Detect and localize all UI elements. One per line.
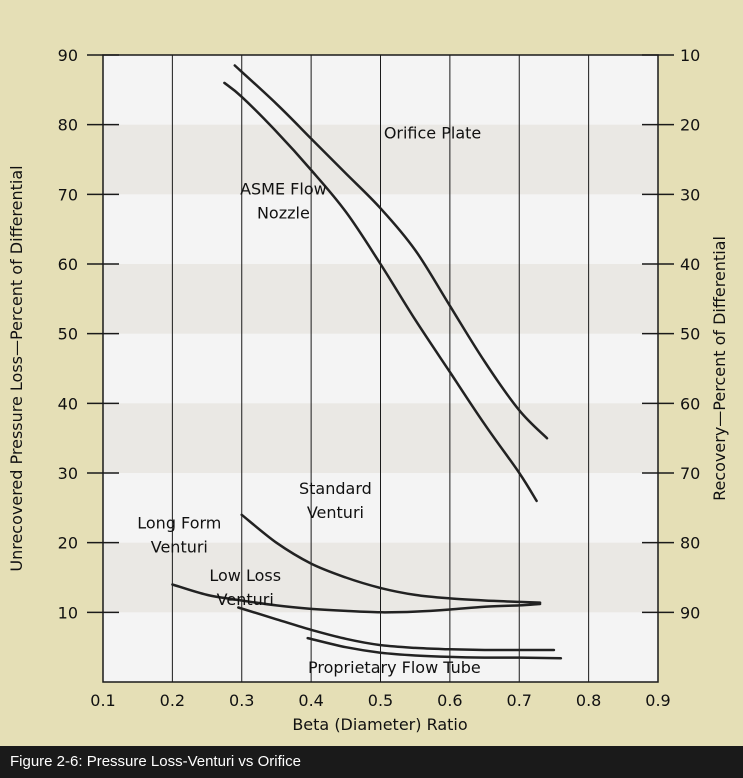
x-tick-label: 0.4 (298, 691, 323, 710)
series-label: Low Loss (209, 566, 281, 585)
x-tick-label: 0.5 (368, 691, 393, 710)
series-label: Venturi (307, 503, 364, 522)
series-label: Proprietary Flow Tube (308, 658, 481, 677)
y-tick-label-right: 10 (680, 46, 700, 65)
series-line-3 (171, 583, 542, 614)
y-tick-label: 90 (58, 46, 78, 65)
series-label: Venturi (151, 538, 208, 557)
series-line-5 (306, 636, 563, 660)
series-label: Venturi (217, 590, 274, 609)
series-label: Orifice Plate (384, 124, 481, 143)
series-line-1 (223, 81, 538, 503)
y-tick-label: 50 (58, 325, 78, 344)
series-line-2 (240, 513, 542, 604)
series-label: Nozzle (257, 203, 310, 222)
x-tick-label: 0.2 (160, 691, 185, 710)
y-tick-label: 60 (58, 255, 78, 274)
x-tick-label: 0.8 (576, 691, 601, 710)
plot-frame (102, 54, 659, 683)
y-tick-label: 70 (58, 185, 78, 204)
y-tick-label: 80 (58, 116, 78, 135)
y-tick-label: 40 (58, 394, 78, 413)
figure-caption: Figure 2-6: Pressure Loss-Venturi vs Ori… (0, 746, 743, 778)
series-line-0 (233, 64, 549, 440)
x-axis-title: Beta (Diameter) Ratio (292, 715, 467, 734)
y-tick-label-right: 40 (680, 255, 700, 274)
x-tick-label: 0.1 (90, 691, 115, 710)
y-tick-label-right: 60 (680, 394, 700, 413)
y-tick-label-right: 80 (680, 534, 700, 553)
chart: 10 90 20 80 30 70 40 60 50 50 60 40 70 30 80 20 90 10 0.1 0… (7, 46, 729, 734)
x-tick-label: 0.7 (507, 691, 532, 710)
y-tick-label: 30 (58, 464, 78, 483)
series-line-4 (237, 606, 556, 652)
y-tick-label-right: 70 (680, 464, 700, 483)
series-label: ASME Flow (240, 179, 327, 198)
x-tick-label: 0.9 (645, 691, 670, 710)
x-tick-label: 0.3 (229, 691, 254, 710)
y-tick-label-right: 30 (680, 185, 700, 204)
y-axis-title-right: Recovery—Percent of Differential (710, 236, 729, 501)
y-axis-title-left: Unrecovered Pressure Loss—Percent of Dif… (7, 165, 26, 571)
y-tick-label-right: 90 (680, 603, 700, 622)
y-tick-label: 10 (58, 603, 78, 622)
series-label: Standard (299, 479, 372, 498)
series-label: Long Form (137, 514, 221, 533)
y-tick-label-right: 50 (680, 325, 700, 344)
y-tick-label: 20 (58, 534, 78, 553)
y-tick-label-right: 20 (680, 116, 700, 135)
x-tick-label: 0.6 (437, 691, 462, 710)
